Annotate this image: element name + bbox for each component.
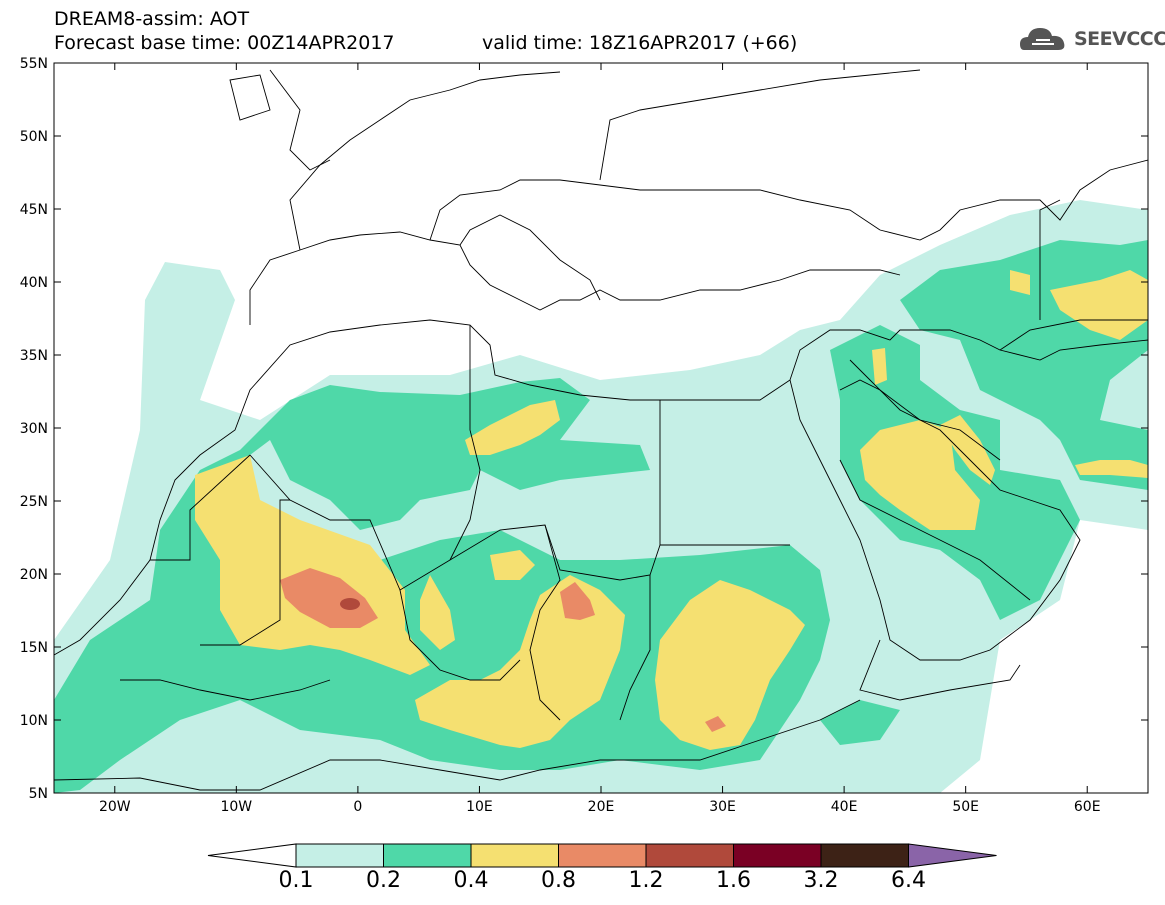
lat-tick-label: 10N xyxy=(20,713,48,729)
cloud-icon xyxy=(1020,28,1065,50)
colorbar-level-label: 0.2 xyxy=(366,868,401,893)
colorbar-level-label: 0.8 xyxy=(541,868,576,893)
colorbar-level-label: 1.6 xyxy=(716,868,751,893)
colorbar-level-label: 0.4 xyxy=(453,868,489,893)
forecast-base-time: Forecast base time: 00Z14APR2017 xyxy=(54,32,395,54)
colorbar-segment xyxy=(645,843,734,868)
colorbar-level-label: 1.2 xyxy=(628,868,664,893)
lat-tick-label: 20N xyxy=(20,567,48,583)
colorbar-segment xyxy=(820,843,909,868)
colorbar-segment xyxy=(733,843,822,868)
colorbar-segment xyxy=(295,843,384,868)
lon-tick-label: 10W xyxy=(220,799,252,815)
colorbar-segment xyxy=(470,843,559,868)
colorbar xyxy=(207,843,997,868)
colorbar-segment xyxy=(558,843,647,868)
aot-band-0-8 xyxy=(280,568,726,732)
lon-tick-label: 10E xyxy=(466,799,493,815)
coastlines xyxy=(54,69,1148,791)
colorbar-level-label: 6.4 xyxy=(891,868,926,893)
colorbar-segment xyxy=(383,843,472,868)
colorbar-under-triangle xyxy=(207,843,297,868)
lat-tick-label: 55N xyxy=(20,56,48,72)
lat-tick-label: 15N xyxy=(20,640,48,656)
lon-tick-label: 0 xyxy=(353,799,362,815)
lat-tick-label: 25N xyxy=(20,494,48,510)
colorbar-level-label: 0.1 xyxy=(278,868,314,893)
axis-tick-labels: 5N 10N 15N 20N 25N 30N 35N 40N 45N 50N 55N 20W 10W 0 1… xyxy=(20,56,1101,815)
colorbar-level-label: 3.2 xyxy=(803,868,839,893)
lon-tick-label: 30E xyxy=(709,799,736,815)
lon-tick-label: 50E xyxy=(952,799,979,815)
lat-tick-label: 45N xyxy=(20,202,48,218)
lon-tick-label: 40E xyxy=(831,799,858,815)
lat-tick-label: 35N xyxy=(20,348,48,364)
lat-tick-label: 50N xyxy=(20,129,48,145)
lon-tick-label: 60E xyxy=(1074,799,1101,815)
lat-tick-label: 30N xyxy=(20,421,48,437)
aot-band-1-2 xyxy=(340,598,360,610)
valid-time: valid time: 18Z16APR2017 (+66) xyxy=(482,32,798,54)
map-title: DREAM8-assim: AOT xyxy=(54,8,250,30)
colorbar-over-triangle xyxy=(908,843,997,868)
lon-tick-label: 20W xyxy=(99,799,131,815)
lat-tick-label: 40N xyxy=(20,275,48,291)
logo-text: SEEVCCC xyxy=(1074,28,1165,50)
lon-tick-label: 20E xyxy=(588,799,615,815)
aot-contours xyxy=(54,200,1148,793)
axis-ticks xyxy=(54,62,1148,794)
lat-tick-label: 5N xyxy=(29,786,48,802)
